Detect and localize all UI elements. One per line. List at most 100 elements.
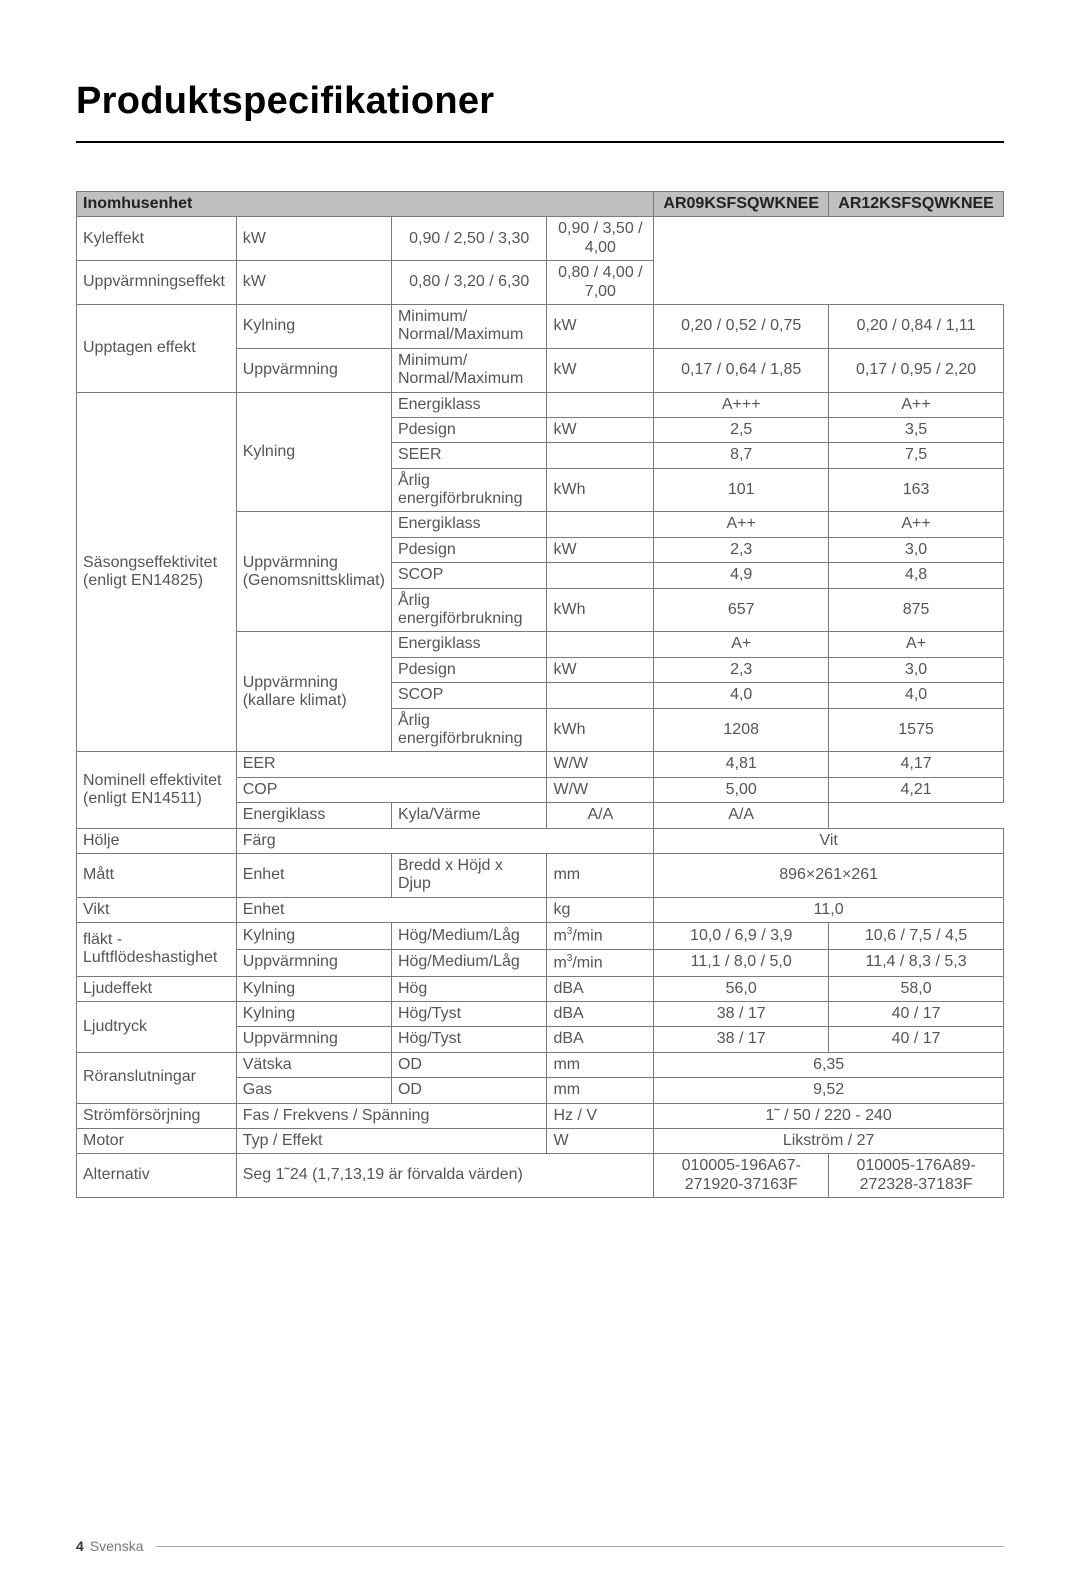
spec-unit: mm bbox=[547, 1078, 654, 1103]
spec-label: Bredd x Höjd xDjup bbox=[391, 853, 547, 897]
spec-label: SCOP bbox=[391, 683, 547, 708]
spec-label: OD bbox=[391, 1052, 547, 1077]
spec-unit: kWh bbox=[547, 468, 654, 512]
table-row: RöranslutningarVätskaODmm6,35 bbox=[77, 1052, 1004, 1077]
spec-label: Hög bbox=[391, 976, 547, 1001]
spec-value-model2: A++ bbox=[829, 512, 1004, 537]
spec-value-model1: 0,17 / 0,64 / 1,85 bbox=[654, 348, 829, 392]
spec-label: Energiklass bbox=[391, 632, 547, 657]
spec-label: Ljudtryck bbox=[77, 1001, 237, 1052]
spec-label: Hög/Tyst bbox=[391, 1027, 547, 1052]
header-model-2: AR12KSFSQWKNEE bbox=[829, 192, 1004, 217]
spec-label: Enhet bbox=[236, 853, 391, 897]
spec-label: Pdesign bbox=[391, 417, 547, 442]
spec-label: Upptagen effekt bbox=[77, 304, 237, 392]
spec-label: Pdesign bbox=[391, 657, 547, 682]
spec-unit: kWh bbox=[547, 588, 654, 632]
spec-value-model2: 3,0 bbox=[829, 657, 1004, 682]
table-row: MotorTyp / EffektWLikström / 27 bbox=[77, 1128, 1004, 1153]
spec-label: Röranslutningar bbox=[77, 1052, 237, 1103]
spec-value-model1: 0,90 / 2,50 / 3,30 bbox=[391, 217, 547, 261]
spec-label: Pdesign bbox=[391, 537, 547, 562]
spec-label: OD bbox=[391, 1078, 547, 1103]
spec-value-model1: A/A bbox=[547, 803, 654, 828]
spec-value-model2: 0,80 / 4,00 / 7,00 bbox=[547, 261, 654, 305]
spec-unit: m3/min bbox=[547, 949, 654, 976]
spec-value-model2: 3,5 bbox=[829, 417, 1004, 442]
spec-label: Hög/Medium/Låg bbox=[391, 923, 547, 950]
spec-value-model1: 2,5 bbox=[654, 417, 829, 442]
spec-label: Uppvärmning(kallare klimat) bbox=[236, 632, 391, 752]
spec-table: InomhusenhetAR09KSFSQWKNEEAR12KSFSQWKNEE… bbox=[76, 191, 1004, 1198]
spec-value-model2: 1575 bbox=[829, 708, 1004, 752]
table-row: MåttEnhetBredd x Höjd xDjupmm896×261×261 bbox=[77, 853, 1004, 897]
spec-unit: dBA bbox=[547, 976, 654, 1001]
spec-value-model1: 4,0 bbox=[654, 683, 829, 708]
spec-value-model2: 163 bbox=[829, 468, 1004, 512]
spec-unit: dBA bbox=[547, 1027, 654, 1052]
footer-rule bbox=[156, 1546, 1005, 1547]
title-rule bbox=[76, 141, 1004, 143]
spec-unit: kg bbox=[547, 897, 654, 922]
footer-page-number: 4 bbox=[76, 1538, 84, 1554]
spec-unit: kW bbox=[547, 348, 654, 392]
spec-label: Motor bbox=[77, 1128, 237, 1153]
page-title: Produktspecifikationer bbox=[76, 80, 1004, 123]
spec-value-model1: 8,7 bbox=[654, 443, 829, 468]
spec-unit: dBA bbox=[547, 1001, 654, 1026]
spec-value-model1: 38 / 17 bbox=[654, 1001, 829, 1026]
spec-label: Alternativ bbox=[77, 1154, 237, 1198]
spec-unit: kW bbox=[236, 261, 391, 305]
table-row: Nominell effektivitet(enligt EN14511)EER… bbox=[77, 752, 1004, 777]
spec-label: Enhet bbox=[236, 897, 547, 922]
spec-value-model2: A++ bbox=[829, 392, 1004, 417]
spec-unit: Hz / V bbox=[547, 1103, 654, 1128]
spec-label: Uppvärmningseffekt bbox=[77, 261, 237, 305]
spec-value-model1: 1208 bbox=[654, 708, 829, 752]
spec-value-model1: 4,9 bbox=[654, 563, 829, 588]
spec-label: Uppvärmning bbox=[236, 348, 391, 392]
spec-value-model2: 0,17 / 0,95 / 2,20 bbox=[829, 348, 1004, 392]
spec-unit: kW bbox=[547, 417, 654, 442]
spec-value-model1: 56,0 bbox=[654, 976, 829, 1001]
spec-unit: kW bbox=[547, 657, 654, 682]
footer-language: Svenska bbox=[90, 1538, 144, 1554]
spec-label: Säsongseffektivitet(enligt EN14825) bbox=[77, 392, 237, 752]
spec-label: Kylning bbox=[236, 392, 391, 512]
spec-value-model1: 10,0 / 6,9 / 3,9 bbox=[654, 923, 829, 950]
table-row: LjudtryckKylningHög/TystdBA38 / 1740 / 1… bbox=[77, 1001, 1004, 1026]
spec-label: Kylning bbox=[236, 976, 391, 1001]
spec-label: Seg 1˜24 (1,7,13,19 är förvalda värden) bbox=[236, 1154, 654, 1198]
spec-label: Kyleffekt bbox=[77, 217, 237, 261]
spec-value-model1: A++ bbox=[654, 512, 829, 537]
spec-label: SCOP bbox=[391, 563, 547, 588]
spec-label: Fas / Frekvens / Spänning bbox=[236, 1103, 547, 1128]
spec-value-model2: 7,5 bbox=[829, 443, 1004, 468]
table-row: Säsongseffektivitet(enligt EN14825)Kylni… bbox=[77, 392, 1004, 417]
spec-label: Typ / Effekt bbox=[236, 1128, 547, 1153]
spec-label: COP bbox=[236, 777, 547, 802]
spec-label: Nominell effektivitet(enligt EN14511) bbox=[77, 752, 237, 828]
spec-unit bbox=[547, 392, 654, 417]
spec-label: Kylning bbox=[236, 1001, 391, 1026]
spec-unit: W/W bbox=[547, 752, 654, 777]
table-row: LjudeffektKylningHögdBA56,058,0 bbox=[77, 976, 1004, 1001]
spec-value-merged: 896×261×261 bbox=[654, 853, 1004, 897]
spec-label: EER bbox=[236, 752, 547, 777]
spec-label: Hög/Tyst bbox=[391, 1001, 547, 1026]
spec-label: SEER bbox=[391, 443, 547, 468]
spec-value-model1: 11,1 / 8,0 / 5,0 bbox=[654, 949, 829, 976]
spec-unit: kW bbox=[547, 304, 654, 348]
spec-value-merged: 1˜ / 50 / 220 - 240 bbox=[654, 1103, 1004, 1128]
spec-label: Årligenergiförbrukning bbox=[391, 588, 547, 632]
spec-unit: mm bbox=[547, 1052, 654, 1077]
table-row: ViktEnhetkg11,0 bbox=[77, 897, 1004, 922]
table-row: fläkt -LuftflödeshastighetKylningHög/Med… bbox=[77, 923, 1004, 950]
spec-value-merged: 11,0 bbox=[654, 897, 1004, 922]
spec-unit: W bbox=[547, 1128, 654, 1153]
spec-value-model2: 010005-176A89-272328-37183F bbox=[829, 1154, 1004, 1198]
spec-label: Mått bbox=[77, 853, 237, 897]
page-footer: 4 Svenska bbox=[76, 1538, 1004, 1554]
table-row: StrömförsörjningFas / Frekvens / Spännin… bbox=[77, 1103, 1004, 1128]
spec-value-merged: 9,52 bbox=[654, 1078, 1004, 1103]
